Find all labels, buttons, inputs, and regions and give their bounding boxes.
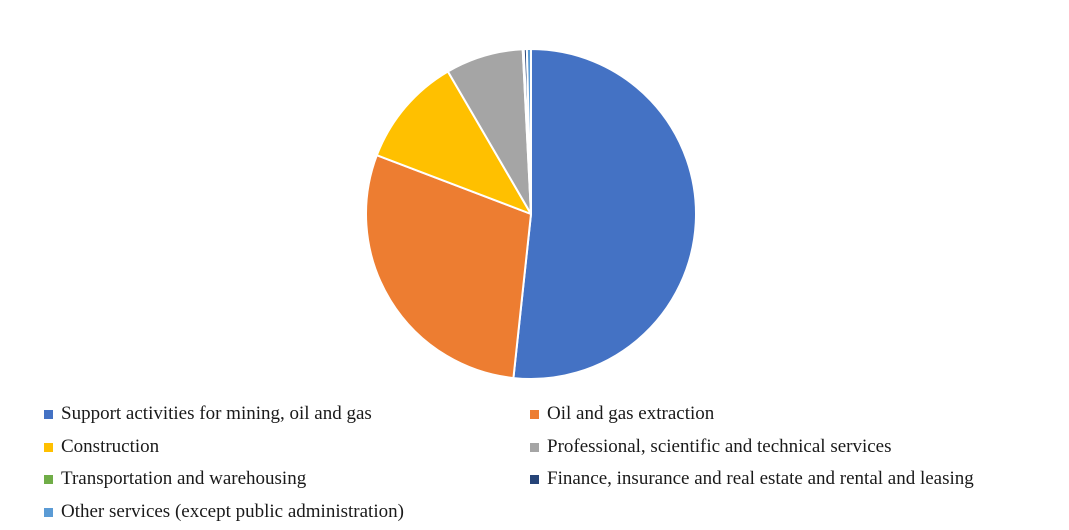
legend-swatch [44,409,53,419]
legend-label: Support activities for mining, oil and g… [61,403,372,424]
pie-slice [525,47,532,215]
pie-slice [512,48,697,380]
legend-item: Transportation and warehousing [44,468,306,490]
legend-item: Construction [44,436,159,458]
legend-item: Oil and gas extraction [530,403,714,425]
pie-plot-area [365,47,697,380]
legend-label: Professional, scientific and technical s… [547,436,892,457]
legend-swatch [44,507,53,517]
legend-swatch [530,474,539,484]
legend-label: Transportation and warehousing [61,468,307,489]
legend-item: Finance, insurance and real estate and r… [530,468,974,490]
legend-swatch [530,409,539,419]
legend-label: Finance, insurance and real estate and r… [547,468,974,489]
legend-swatch [44,442,53,452]
legend-item: Professional, scientific and technical s… [530,436,892,458]
legend-label: Other services (except public administra… [61,501,404,522]
legend-item: Support activities for mining, oil and g… [44,403,372,425]
legend-label: Construction [61,436,160,457]
pie-slice [375,70,532,215]
legend-swatch [530,442,539,452]
pie-slice [365,154,532,380]
legend-swatch [44,474,53,484]
legend-label: Oil and gas extraction [547,403,715,424]
legend-item: Other services (except public administra… [44,501,404,523]
